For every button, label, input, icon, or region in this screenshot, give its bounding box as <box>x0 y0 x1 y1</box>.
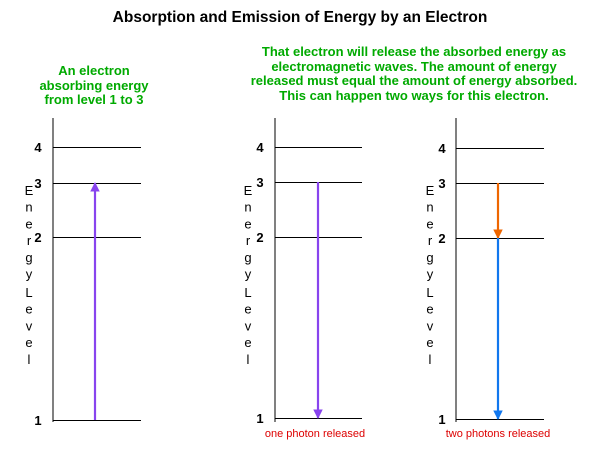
level-3-label: 3 <box>256 175 263 190</box>
level-2-label: 2 <box>34 230 41 245</box>
level-3-label: 3 <box>438 176 445 191</box>
level-4-label: 4 <box>438 141 446 156</box>
level-1-label: 1 <box>438 412 445 427</box>
emission-caption: That electron will release the absorbed … <box>250 44 578 103</box>
level-1-label: 1 <box>34 413 41 428</box>
level-2-label: 2 <box>256 230 263 245</box>
diagram-title: Absorption and Emission of Energy by an … <box>112 9 488 26</box>
level-4-label: 4 <box>34 140 42 155</box>
level-2-label: 2 <box>438 231 445 246</box>
level-1-label: 1 <box>256 411 263 426</box>
absorption-caption: An electron absorbing energy from level … <box>39 63 149 107</box>
level-3-label: 3 <box>34 176 41 191</box>
photon-release-note: one photon released <box>265 428 365 440</box>
photon-release-note: two photons released <box>446 428 551 440</box>
level-4-label: 4 <box>256 140 264 155</box>
